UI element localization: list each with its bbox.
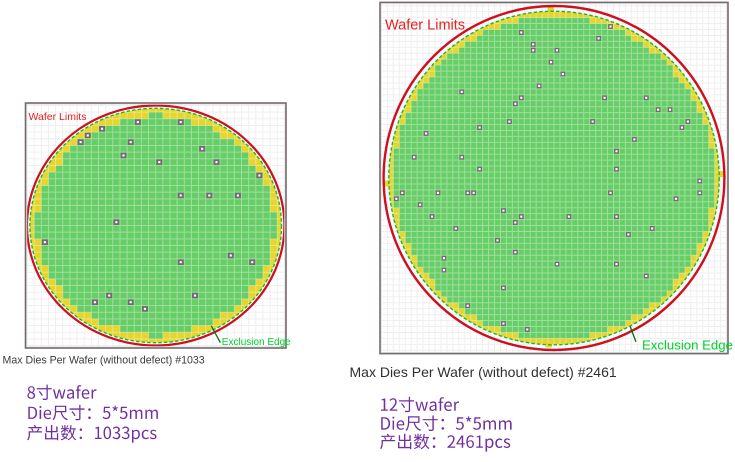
svg-text:Max Dies Per Wafer (without de: Max Dies Per Wafer (without defect) #103… bbox=[3, 355, 205, 367]
svg-text:Exclusion Edge: Exclusion Edge bbox=[642, 338, 733, 353]
svg-text:Max Dies Per Wafer (without de: Max Dies Per Wafer (without defect) #246… bbox=[350, 364, 617, 380]
svg-text:Wafer Limits: Wafer Limits bbox=[385, 17, 465, 33]
svg-text:Exclusion Edge: Exclusion Edge bbox=[222, 337, 291, 348]
svg-text:Wafer Limits: Wafer Limits bbox=[29, 111, 87, 123]
